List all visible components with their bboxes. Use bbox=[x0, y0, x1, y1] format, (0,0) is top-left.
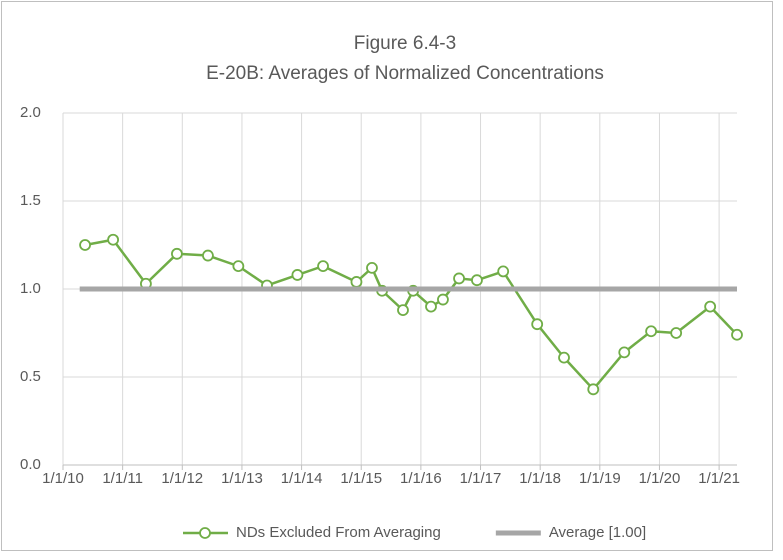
data-point bbox=[397, 304, 409, 317]
data-point bbox=[232, 260, 245, 273]
chart-title: Figure 6.4-3 bbox=[354, 33, 456, 54]
data-point bbox=[453, 272, 465, 285]
x-tick-label: 1/1/17 bbox=[460, 470, 502, 487]
x-tick-label: 1/1/21 bbox=[698, 470, 740, 487]
data-point bbox=[350, 276, 363, 288]
x-tick-label: 1/1/11 bbox=[102, 470, 143, 487]
x-tick-label: 1/1/18 bbox=[519, 470, 561, 487]
x-tick-label: 1/1/16 bbox=[400, 470, 442, 487]
data-point bbox=[437, 293, 449, 306]
data-point bbox=[171, 247, 183, 260]
x-tick-label: 1/1/14 bbox=[281, 470, 323, 487]
legend-label: NDs Excluded From Averaging bbox=[236, 524, 441, 541]
data-point bbox=[558, 351, 570, 364]
data-point bbox=[645, 325, 658, 338]
data-point bbox=[107, 233, 120, 246]
x-tick-label: 1/1/20 bbox=[639, 470, 681, 487]
y-tick-label: 1.0 bbox=[20, 280, 41, 297]
data-point bbox=[202, 249, 214, 262]
y-tick-label: 2.0 bbox=[20, 104, 41, 121]
y-tick-label: 0.0 bbox=[20, 456, 41, 473]
legend-label: Average [1.00] bbox=[549, 524, 646, 541]
data-point bbox=[670, 327, 683, 339]
y-tick-label: 0.5 bbox=[20, 368, 41, 385]
y-tick-label: 1.5 bbox=[20, 192, 41, 209]
x-tick-label: 1/1/13 bbox=[221, 470, 263, 487]
chart-frame bbox=[1, 1, 773, 551]
x-tick-label: 1/1/15 bbox=[340, 470, 382, 487]
x-tick-label: 1/1/10 bbox=[42, 470, 84, 487]
data-point bbox=[587, 383, 600, 396]
data-point bbox=[704, 300, 717, 313]
data-point bbox=[425, 300, 437, 313]
data-point bbox=[79, 239, 91, 251]
x-tick-label: 1/1/12 bbox=[161, 470, 203, 487]
data-point bbox=[731, 328, 743, 341]
x-tick-label: 1/1/19 bbox=[579, 470, 621, 487]
legend-marker bbox=[199, 527, 211, 539]
data-point bbox=[531, 318, 544, 331]
data-point bbox=[471, 274, 483, 287]
data-point bbox=[497, 265, 510, 278]
data-point bbox=[618, 346, 631, 359]
chart-subtitle: E-20B: Averages of Normalized Concentrat… bbox=[206, 63, 604, 84]
data-point bbox=[291, 269, 304, 281]
data-point bbox=[317, 260, 329, 273]
data-point bbox=[366, 261, 378, 274]
